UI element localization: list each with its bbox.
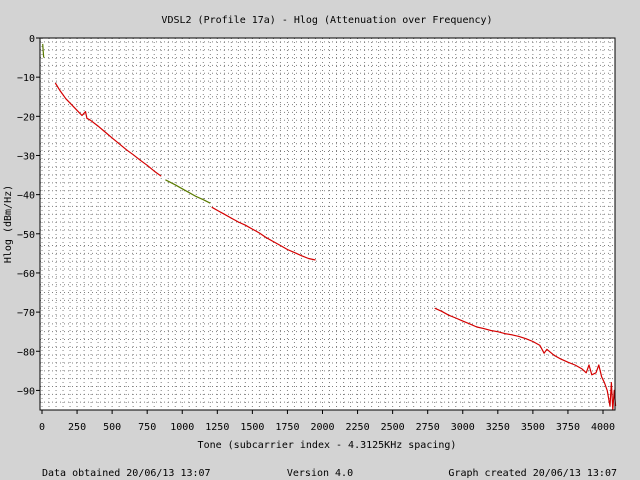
x-tick-label: 4000 — [591, 422, 615, 433]
x-tick-label: 2500 — [381, 422, 405, 433]
footer-version: Version 4.0 — [287, 468, 353, 479]
x-tick-label: 500 — [103, 422, 121, 433]
series-line — [434, 307, 617, 411]
x-tick-label: 3750 — [556, 422, 580, 433]
x-tick-label: 1250 — [205, 422, 229, 433]
y-tick-label: −90 — [17, 386, 35, 397]
x-tick-label: 1750 — [275, 422, 299, 433]
y-tick-label: −10 — [17, 73, 35, 84]
footer-data-obtained: Data obtained 20/06/13 13:07 — [42, 468, 211, 479]
x-tick-label: 3000 — [451, 422, 475, 433]
series-line — [211, 206, 316, 261]
x-tick-label: 2250 — [346, 422, 370, 433]
series-line — [42, 43, 45, 58]
plot-area — [40, 38, 615, 410]
x-axis-ticks: 0 250 500 750 1000 1250 1500 1750 2000 2250 2500 27… — [39, 410, 615, 433]
footer-graph-created: Graph created 20/06/13 13:07 — [448, 468, 617, 479]
y-tick-label: −40 — [17, 191, 35, 202]
x-tick-label: 2750 — [416, 422, 440, 433]
y-tick-label: −20 — [17, 112, 35, 123]
y-tick-label: −70 — [17, 308, 35, 319]
x-tick-label: 2000 — [310, 422, 334, 433]
x-axis-label: Tone (subcarrier index - 4.3125KHz spaci… — [198, 440, 457, 451]
y-axis-ticks: 0 −10 −20 −30 −40 −50 −60 −70 −80 −90 — [17, 34, 40, 397]
x-tick-label: 750 — [138, 422, 156, 433]
y-tick-label: −60 — [17, 269, 35, 280]
y-axis-label: Hlog (dBm/Hz) — [3, 185, 14, 263]
series-line — [165, 179, 211, 204]
x-tick-label: 250 — [68, 422, 86, 433]
x-tick-label: 0 — [39, 422, 45, 433]
x-tick-label: 1500 — [240, 422, 264, 433]
series-line — [54, 82, 162, 177]
y-tick-label: −30 — [17, 151, 35, 162]
x-tick-label: 3500 — [521, 422, 545, 433]
x-tick-label: 3250 — [486, 422, 510, 433]
y-tick-label: −50 — [17, 230, 35, 241]
data-series — [42, 43, 617, 411]
y-tick-label: −80 — [17, 347, 35, 358]
chart-title: VDSL2 (Profile 17a) - Hlog (Attenuation … — [161, 15, 492, 26]
y-tick-label: 0 — [29, 34, 35, 45]
plot-border — [39, 37, 616, 411]
x-tick-label: 1000 — [170, 422, 194, 433]
